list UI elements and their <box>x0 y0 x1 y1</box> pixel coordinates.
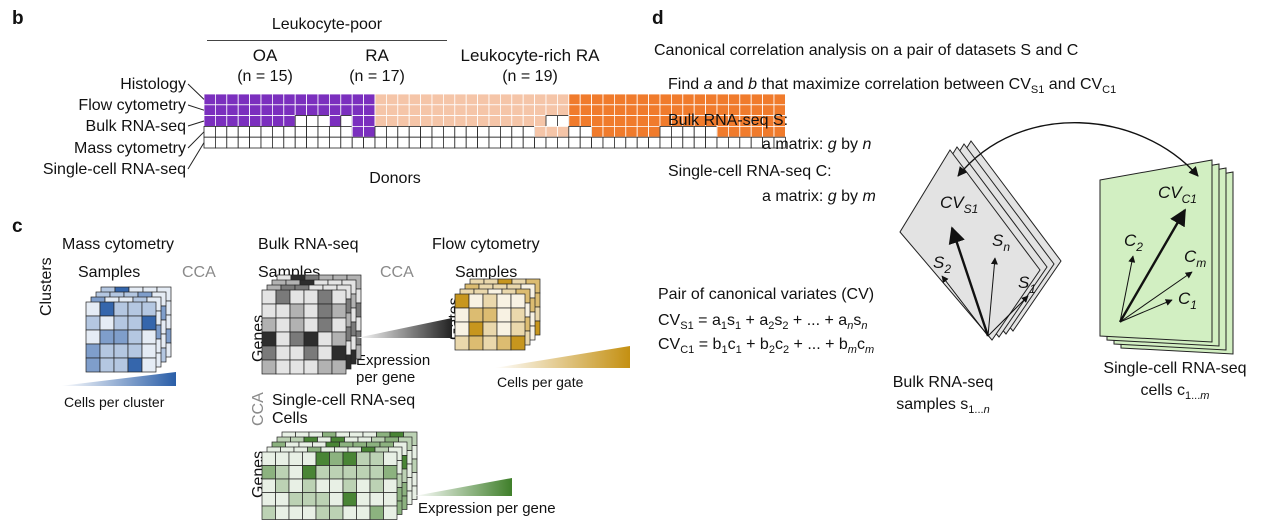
mass-cca-label: CCA <box>182 264 216 281</box>
row-label-mass: Mass cytometry <box>73 140 186 157</box>
row-label-flow: Flow cytometry <box>78 97 186 114</box>
mass-scale-label: Cells per cluster <box>64 394 165 410</box>
row-leader-line <box>187 142 205 170</box>
s1-label: S1 <box>1018 273 1036 296</box>
mass-scale-ramp <box>60 372 176 386</box>
cca-heading: Canonical correlation analysis on a pair… <box>654 42 1079 59</box>
bulk-cca-label: CCA <box>380 264 414 281</box>
row-leader-line <box>187 120 205 127</box>
sc-scale-label: Expression per gene <box>418 500 556 517</box>
c1-label: C1 <box>1178 289 1197 312</box>
cv-pair-label: Pair of canonical variates (CV) <box>658 286 875 303</box>
sc-title: Single-cell RNA-seq <box>272 392 416 409</box>
cm-arrow <box>1119 271 1193 323</box>
sn-arrow <box>987 257 998 337</box>
group-ra-n: (n = 17) <box>349 68 405 85</box>
group-rich-n: (n = 19) <box>502 68 558 85</box>
sc-matrix-desc: a matrix: g by m <box>762 188 876 205</box>
group-rich-name: Leukocyte-rich RA <box>460 46 600 65</box>
cca-objective: Find a and b that maximize correlation b… <box>668 76 1117 97</box>
row-label-scrnaseq: Single-cell RNA-seq <box>42 161 186 178</box>
panel-b-letter: b <box>12 8 24 29</box>
row-leader-line <box>187 83 205 100</box>
sc-caption-2: cells c1...m <box>1140 382 1210 403</box>
cv-c1-arrow <box>1118 208 1187 323</box>
c1-arrow <box>1119 299 1173 323</box>
c2-arrow <box>1119 255 1136 323</box>
cv-s1-arrow <box>948 226 990 337</box>
row-leader-line <box>187 104 205 111</box>
bulk-caption-1: Bulk RNA-seq <box>892 374 994 391</box>
mass-columns-label: Samples <box>78 264 141 281</box>
sc-dataset-label: Single-cell RNA-seq C: <box>668 163 832 180</box>
row-label-bulk: Bulk RNA-seq <box>85 118 186 135</box>
bulk-matrix-desc: a matrix: g by n <box>762 136 872 153</box>
s1-arrow <box>987 295 1029 337</box>
cv-c1-label: CVC1 <box>1158 183 1197 206</box>
bulk-title: Bulk RNA-seq <box>258 236 359 253</box>
bulk-matrix-cell <box>331 359 347 375</box>
flow-scale-ramp <box>494 346 630 368</box>
sc-scale-ramp <box>414 478 512 496</box>
group-oa-n: (n = 15) <box>237 68 293 85</box>
flow-scale-label: Cells per gate <box>497 374 584 390</box>
c2-label: C2 <box>1124 231 1143 254</box>
sc-caption-1: Single-cell RNA-seq <box>1103 360 1247 377</box>
panel-d-letter: d <box>652 8 664 29</box>
correlation-arrow <box>957 122 1199 177</box>
s2-label: S2 <box>933 253 951 276</box>
bulk-dataset-label: Bulk RNA-seq S: <box>668 112 789 129</box>
mass-title: Mass cytometry <box>62 236 175 253</box>
flow-title: Flow cytometry <box>432 236 540 253</box>
group-header-rule <box>207 40 447 41</box>
group-oa-name: OA <box>252 46 278 65</box>
bulk-scale-ramp <box>356 318 452 338</box>
mass-matrix-cell <box>141 357 157 373</box>
bulk-caption-2: samples s1...n <box>896 396 990 417</box>
bulk-scale-line2: per gene <box>356 369 416 386</box>
panel-c-letter: c <box>12 216 23 237</box>
row-label-histology: Histology <box>120 76 186 93</box>
cm-label: Cm <box>1184 247 1206 270</box>
donor-cell <box>773 136 786 149</box>
flow-matrix-cell <box>510 335 526 351</box>
sn-label: Sn <box>992 231 1010 254</box>
group-ra-name: RA <box>365 46 389 65</box>
cv-equation-c: CVC1 = b1c1 + b2c2 + ... + bmcm <box>658 336 875 357</box>
cv-equation-s: CVS1 = a1s1 + a2s2 + ... + ansn <box>658 312 868 333</box>
bulk-plane <box>899 149 1041 341</box>
donors-label: Donors <box>369 170 421 187</box>
sc-columns-label: Cells <box>272 410 308 427</box>
s2-arrow <box>941 275 989 337</box>
group-header: Leukocyte-poor <box>271 16 383 33</box>
row-leader-line <box>187 131 205 149</box>
bulk-scale-line1: Expression <box>356 352 431 369</box>
sc-matrix-cell <box>383 505 398 520</box>
flow-columns-label: Samples <box>455 264 518 281</box>
cv-s1-label: CVS1 <box>940 193 978 216</box>
